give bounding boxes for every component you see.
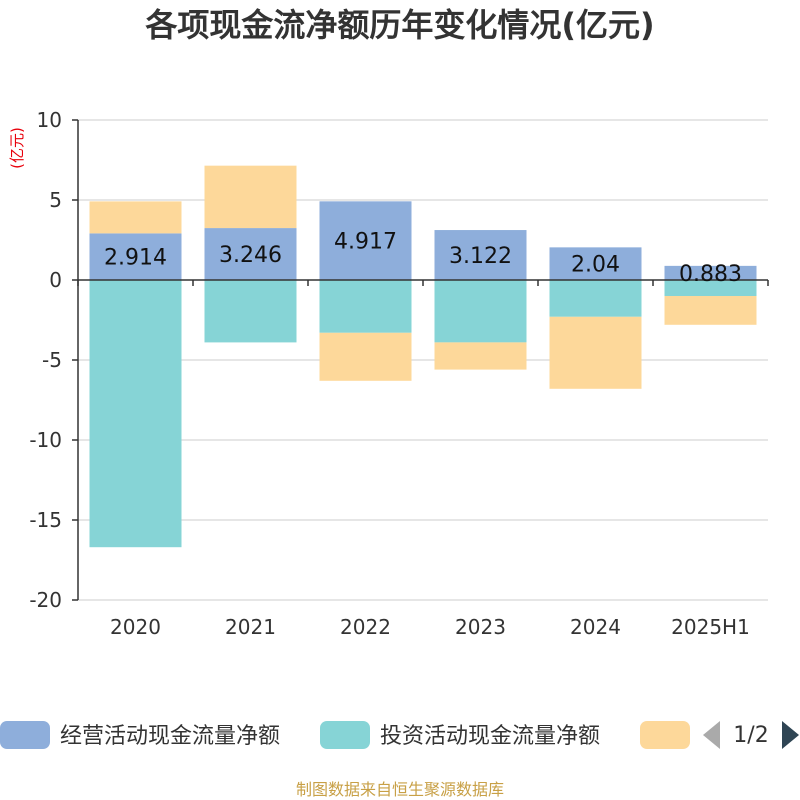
data-label: 3.246 — [219, 243, 282, 268]
bar-series-2-2021 — [204, 280, 297, 343]
legend-swatch — [640, 721, 690, 749]
legend-swatch — [0, 721, 50, 749]
bar-series-2-2020 — [89, 280, 182, 548]
bar-series-2-2022 — [319, 280, 412, 333]
x-tick-label: 2022 — [340, 615, 391, 639]
y-tick-label: -20 — [29, 588, 62, 612]
legend-pager: 1/2 — [703, 721, 799, 749]
y-axis-unit-label: (亿元) — [8, 127, 26, 169]
y-tick-label: -10 — [29, 428, 62, 452]
bar-series-1-2024 — [549, 247, 642, 280]
y-tick-label: 5 — [49, 188, 62, 212]
data-label: 2.914 — [104, 246, 167, 271]
data-labels: 2.914 3.246 4.917 3.122 2.04 0.883 — [104, 230, 742, 287]
data-label: 4.917 — [334, 230, 397, 255]
legend-label: 经营活动现金流量净额 — [60, 724, 280, 749]
legend-prev-icon[interactable] — [703, 721, 720, 749]
y-tick-label: 0 — [49, 268, 62, 292]
x-tick-label: 2023 — [455, 615, 506, 639]
legend-page-indicator: 1/2 — [733, 723, 768, 748]
tick-labels: 10 5 0 -5 -10 -15 -20 2020 2021 2022 2023 2024 2025H… — [29, 108, 750, 639]
legend-label: 投资活动现金流量净额 — [380, 724, 600, 749]
y-tick-label: -15 — [29, 508, 62, 532]
bar-series-3-2021 — [204, 165, 297, 229]
bar-series-3-2020 — [89, 201, 182, 234]
bar-series-3-2023 — [434, 342, 527, 370]
x-tick-label: 2020 — [110, 615, 161, 639]
chart-title: 各项现金流净额历年变化情况(亿元) — [145, 6, 654, 44]
legend-next-icon[interactable] — [782, 721, 799, 749]
bar-series-2-2025H1 — [664, 280, 757, 296]
bar-series-2-2023 — [434, 280, 527, 343]
y-tick-label: -5 — [42, 348, 62, 372]
data-label: 0.883 — [679, 262, 742, 287]
data-label: 2.04 — [571, 253, 620, 278]
x-tick-label: 2024 — [570, 615, 621, 639]
legend-swatch — [320, 721, 370, 749]
y-tick-label: 10 — [37, 108, 62, 132]
legend: 经营活动现金流量净额 投资活动现金流量净额 — [0, 721, 690, 749]
bar-series-1-2025H1 — [664, 265, 757, 280]
bar-series-1-2022 — [319, 201, 412, 280]
bar-series-1-2023 — [434, 230, 527, 280]
x-tick-label: 2025H1 — [671, 615, 750, 639]
bar-series-1-2021 — [204, 228, 297, 280]
axes — [72, 119, 769, 601]
data-source-note: 制图数据来自恒生聚源数据库 — [296, 780, 504, 799]
bar-series-2-2024 — [549, 280, 642, 317]
data-label: 3.122 — [449, 244, 512, 269]
bar-series-3-2024 — [549, 316, 642, 389]
bar-series-3-2022 — [319, 332, 412, 381]
x-tick-label: 2021 — [225, 615, 276, 639]
bar-series-3-2025H1 — [664, 296, 757, 325]
bar-series-1-2020 — [89, 233, 182, 280]
bar-series — [89, 165, 757, 548]
